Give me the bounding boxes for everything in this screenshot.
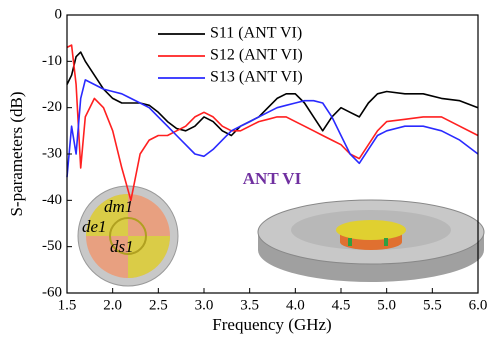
x-tick-label: 2.0	[103, 297, 122, 313]
y-tick-label: -50	[42, 238, 62, 254]
x-tick-label: 2.5	[149, 297, 168, 313]
annotation: ANT VI	[243, 169, 302, 188]
y-tick-label: -30	[42, 145, 62, 161]
x-tick-label: 4.0	[286, 297, 305, 313]
y-tick-label: -60	[42, 284, 62, 300]
x-tick-label: 3.0	[195, 297, 214, 313]
annotation: de1	[82, 217, 107, 236]
x-tick-label: 6.0	[469, 297, 488, 313]
x-tick-label: 5.5	[423, 297, 442, 313]
y-tick-label: -40	[42, 192, 62, 208]
legend-label: S13 (ANT VI)	[210, 69, 303, 86]
chart: Frequency (GHz) S-parameters (dB) ANT VI…	[0, 0, 496, 347]
y-tick-label: -20	[42, 99, 62, 115]
x-axis-title: Frequency (GHz)	[212, 315, 331, 334]
inset-3d-view	[258, 200, 484, 282]
annotation: dm1	[104, 197, 133, 216]
x-tick-label: 3.5	[240, 297, 259, 313]
y-axis-title: S-parameters (dB)	[7, 91, 26, 216]
y-tick-label: 0	[55, 6, 63, 22]
series-line	[67, 52, 478, 135]
legend-label: S12 (ANT VI)	[210, 47, 303, 64]
legend-label: S11 (ANT VI)	[210, 25, 302, 42]
x-tick-label: 5.0	[377, 297, 396, 313]
y-tick-label: -10	[42, 53, 62, 69]
x-tick-label: 4.5	[332, 297, 351, 313]
annotation: ds1	[110, 237, 134, 256]
